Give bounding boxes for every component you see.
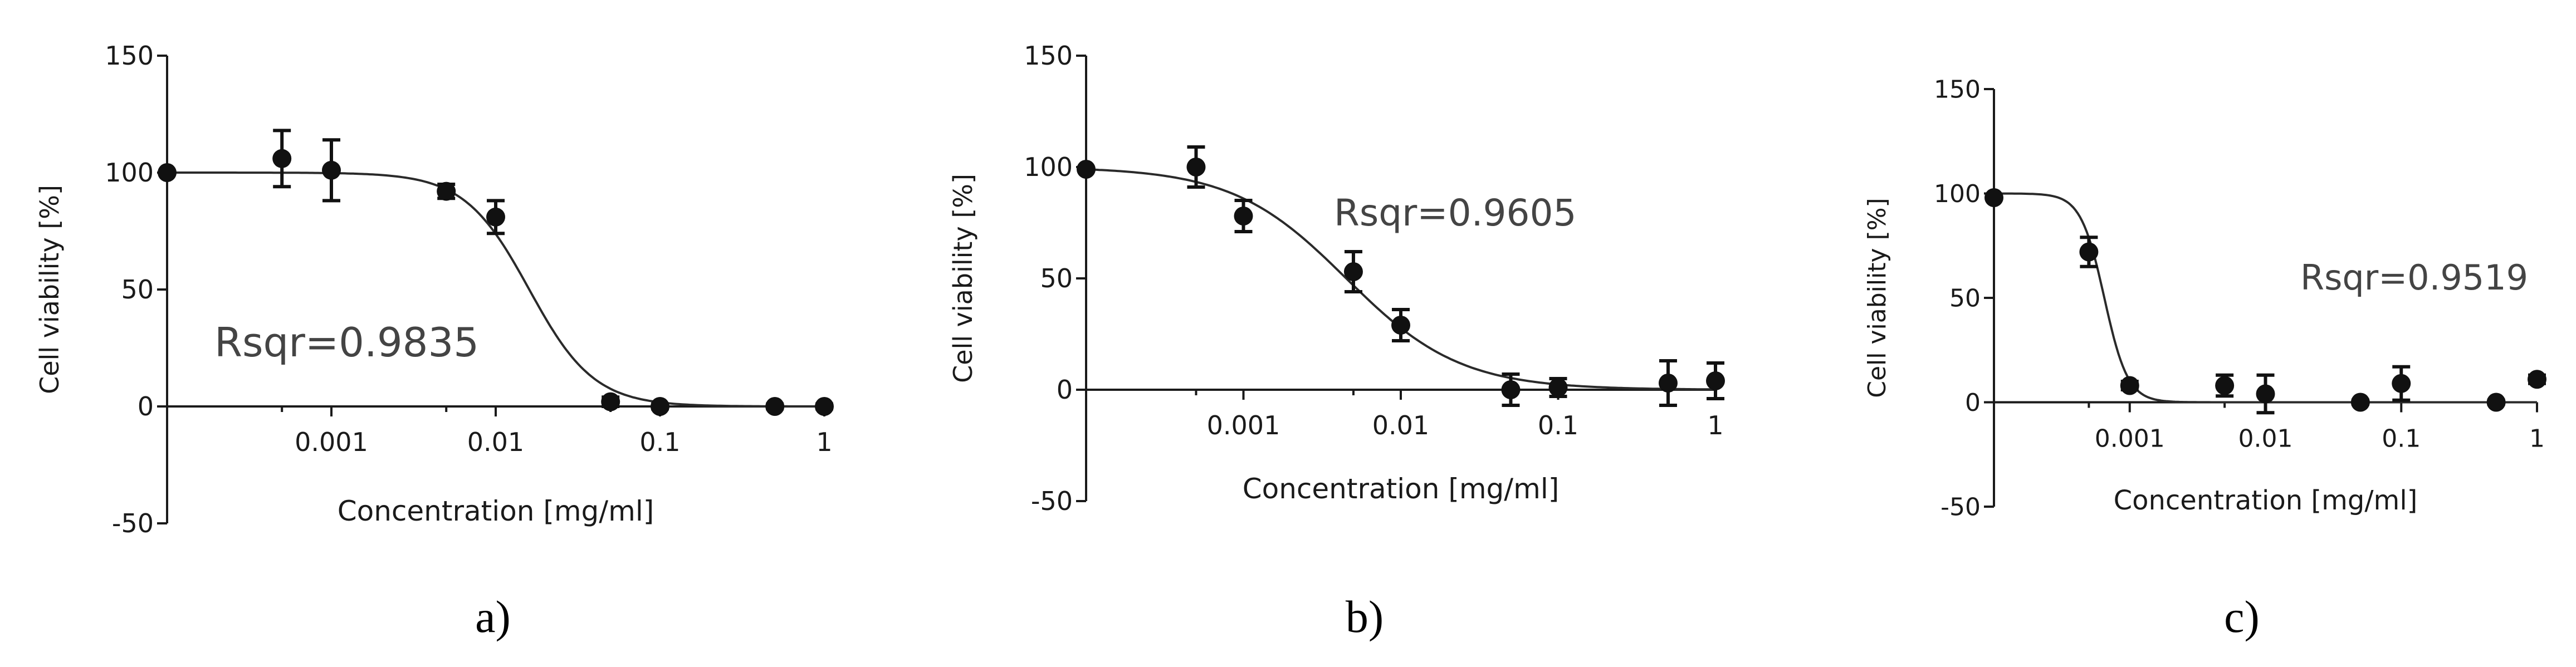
x-tick-label: 1 — [2529, 425, 2545, 453]
panel-label: a) — [475, 591, 511, 642]
data-point — [601, 392, 620, 411]
y-tick-label: 50 — [1040, 263, 1073, 293]
y-tick-label: 0 — [1057, 375, 1073, 405]
rsq-annotation: Rsqr=0.9605 — [1334, 192, 1577, 234]
x-tick-label: 0.001 — [295, 427, 368, 457]
data-point — [1077, 160, 1096, 179]
y-axis-label: Cell viability [%] — [1863, 198, 1891, 398]
y-axis-label: Cell viability [%] — [35, 185, 65, 394]
x-tick-label: 0.01 — [1372, 410, 1429, 440]
x-tick-label: 0.001 — [1207, 410, 1280, 440]
rsq-annotation: Rsqr=0.9519 — [2300, 257, 2528, 298]
data-point — [1658, 374, 1678, 393]
y-tick-label: 100 — [1024, 152, 1073, 182]
fit-curve — [1994, 192, 2537, 404]
x-tick-label: 0.001 — [2095, 425, 2165, 453]
data-point — [486, 207, 505, 227]
data-point — [2215, 376, 2235, 395]
data-point — [2528, 370, 2546, 389]
rsq-annotation: Rsqr=0.9835 — [214, 319, 479, 366]
data-point — [1186, 158, 1206, 176]
x-tick-label: 1 — [1707, 410, 1723, 440]
data-point — [2486, 393, 2506, 412]
x-tick-label: 0.01 — [467, 427, 524, 457]
y-tick-label: -50 — [1940, 493, 1981, 521]
y-tick-label: 100 — [1934, 180, 1981, 208]
y-tick-label: -50 — [112, 508, 154, 538]
data-point — [2256, 384, 2275, 404]
x-tick-label: 0.1 — [639, 427, 680, 457]
chart-panel-c: 150 100 50 0 -50 0.001 0.01 0.1 1 Cell viability … — [1863, 75, 2546, 642]
y-tick-label: 50 — [1949, 284, 1981, 312]
data-point — [2079, 242, 2099, 262]
data-point — [1706, 371, 1725, 390]
data-point — [158, 163, 177, 182]
data-point — [322, 160, 341, 180]
panel-label: b) — [1346, 591, 1384, 642]
chart-panel-b: 150 100 50 0 -50 0.001 0.01 0.1 1 Cell viability … — [948, 41, 1725, 642]
data-point — [437, 182, 456, 201]
panel-label: c) — [2224, 591, 2260, 642]
data-point — [815, 397, 834, 416]
data-point — [272, 149, 292, 168]
data-point — [1343, 262, 1363, 281]
y-tick-label: 0 — [138, 391, 154, 421]
data-point — [1548, 378, 1568, 397]
y-tick-label: 150 — [1934, 75, 1981, 104]
chart-panel-a: 150 100 50 0 -50 0.001 0.01 0.1 1 Cell viability … — [35, 41, 834, 642]
y-tick-label: 0 — [1965, 389, 1981, 417]
data-point — [2120, 376, 2139, 395]
x-tick-label: 0.01 — [2238, 425, 2293, 453]
y-tick-label: 150 — [105, 41, 154, 71]
x-tick-label: 0.1 — [2382, 425, 2421, 453]
x-axis-label: Concentration [mg/ml] — [338, 495, 654, 527]
x-tick-label: 1 — [816, 427, 832, 457]
x-axis-label: Concentration [mg/ml] — [1243, 473, 1560, 505]
x-axis-label: Concentration [mg/ml] — [2114, 485, 2418, 516]
data-point — [1984, 188, 2003, 207]
data-point — [2350, 393, 2370, 412]
data-point — [1234, 207, 1253, 225]
y-tick-label: -50 — [1031, 486, 1073, 516]
y-axis-label: Cell viability [%] — [948, 174, 978, 383]
x-tick-label: 0.1 — [1538, 410, 1578, 440]
y-tick-label: 150 — [1024, 41, 1073, 71]
data-point — [651, 397, 669, 416]
data-point — [2392, 374, 2411, 393]
data-point — [765, 397, 785, 416]
y-tick-label: 100 — [105, 158, 154, 188]
data-point — [1391, 316, 1410, 335]
data-point — [1501, 380, 1521, 399]
y-tick-label: 50 — [121, 274, 154, 305]
